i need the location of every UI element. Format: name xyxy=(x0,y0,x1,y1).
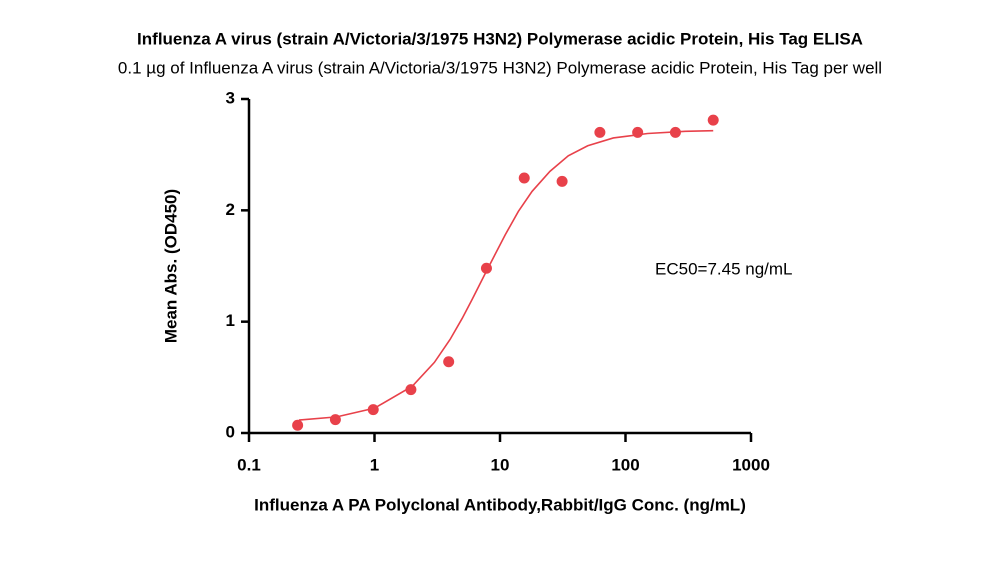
data-point xyxy=(594,126,606,138)
chart-subtitle: 0.1 µg of Influenza A virus (strain A/Vi… xyxy=(118,58,882,77)
data-point xyxy=(367,404,379,416)
x-tick-label: 1000 xyxy=(732,455,770,474)
x-axis-label: Influenza A PA Polyclonal Antibody,Rabbi… xyxy=(254,495,746,514)
x-tick-label: 100 xyxy=(611,455,639,474)
y-tick-label: 1 xyxy=(226,311,235,330)
y-tick-label: 3 xyxy=(226,88,235,107)
data-point xyxy=(292,419,304,431)
data-point xyxy=(707,114,719,126)
chart-title: Influenza A virus (strain A/Victoria/3/1… xyxy=(137,29,863,48)
x-tick-label: 1 xyxy=(370,455,379,474)
y-tick-label: 0 xyxy=(226,422,235,441)
fit-curve xyxy=(298,129,714,421)
y-axis-label: Mean Abs. (OD450) xyxy=(161,189,180,343)
data-point xyxy=(518,172,530,184)
data-point xyxy=(443,356,455,368)
annotation: EC50=7.45 ng/mL xyxy=(655,259,793,278)
data-point xyxy=(405,384,417,396)
data-point xyxy=(480,262,492,274)
x-tick-label: 10 xyxy=(491,455,510,474)
data-point xyxy=(669,126,681,138)
data-point xyxy=(632,126,644,138)
data-point xyxy=(329,414,341,426)
y-tick-label: 2 xyxy=(226,200,235,219)
data-point xyxy=(556,175,568,187)
x-tick-label: 0.1 xyxy=(237,455,261,474)
